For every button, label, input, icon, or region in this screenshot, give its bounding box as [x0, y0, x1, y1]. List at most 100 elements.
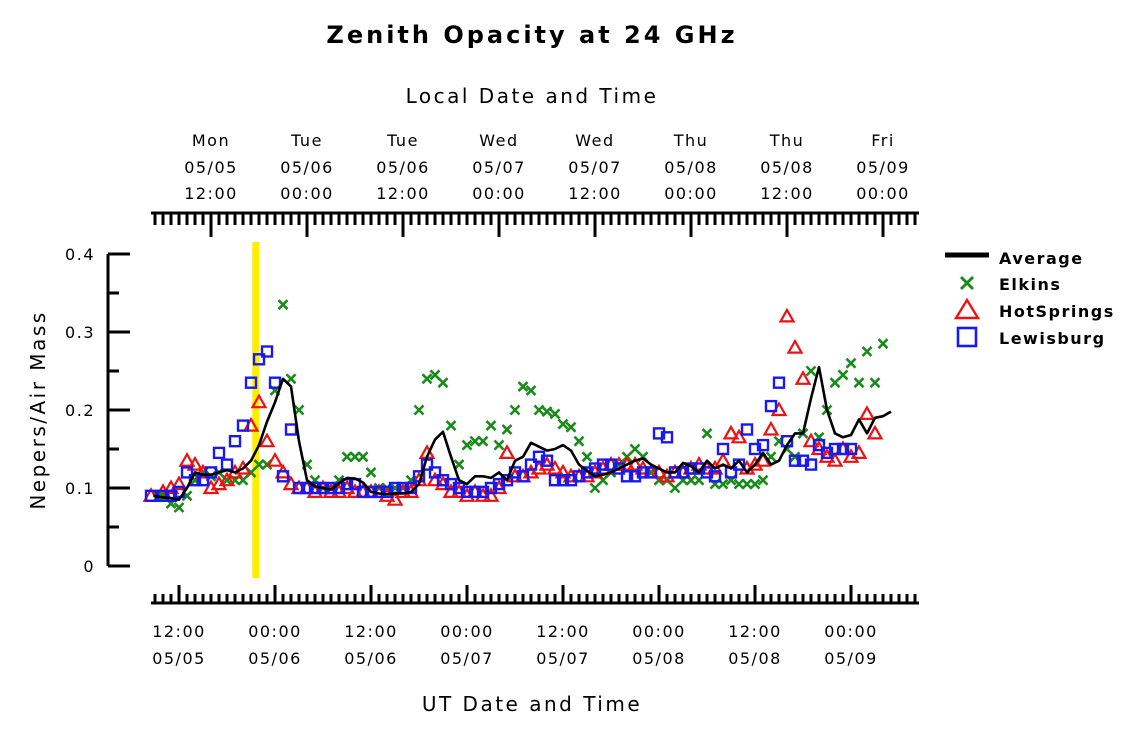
series-lewisburg [144, 345, 858, 502]
ut-tick-date: 05/08 [632, 649, 686, 668]
legend-label-elkins: Elkins [999, 275, 1061, 294]
ut-tick-date: 05/09 [824, 649, 878, 668]
hotsprings-point [266, 451, 284, 467]
lewisburg-point [556, 474, 570, 487]
average-line [153, 365, 892, 501]
elkins-point [413, 404, 425, 416]
lewisburg-point [844, 442, 858, 456]
lewisburg-point [228, 435, 242, 448]
local-tick-date: 05/08 [760, 158, 814, 177]
lewisburg-point [620, 470, 634, 483]
local-tick-time: 12:00 [760, 184, 814, 203]
y-axis-title: Nepers/Air Mass [26, 310, 50, 509]
hotsprings-point [826, 451, 844, 467]
hotsprings-point [234, 459, 252, 475]
lewisburg-point [548, 474, 562, 487]
hotsprings-point [186, 455, 204, 471]
ut-tick-time: 00:00 [824, 622, 878, 641]
elkins-point [253, 459, 265, 471]
hotsprings-point [866, 424, 884, 440]
hotsprings-point [258, 432, 276, 448]
elkins-point [805, 365, 817, 377]
elkins-point [485, 420, 497, 432]
hotsprings-point [386, 490, 404, 506]
lewisburg-point [524, 458, 538, 471]
elkins-point [173, 502, 185, 513]
data-layer [142, 299, 892, 513]
legend: Average Elkins HotSprings Lewisburg [945, 249, 1113, 348]
lewisburg-point [812, 438, 826, 452]
ut-tick-time: 12:00 [152, 622, 206, 641]
ut-tick-time: 12:00 [536, 622, 590, 641]
local-tick-time: 00:00 [856, 184, 910, 203]
elkins-point [853, 377, 865, 389]
elkins-point [829, 377, 841, 389]
local-tick-time: 12:00 [376, 184, 430, 203]
elkins-point [669, 482, 681, 494]
ut-tick-time: 12:00 [728, 622, 782, 641]
y-tick-label: 0.2 [65, 401, 95, 420]
lewisburg-point [540, 454, 554, 467]
elkins-point [573, 435, 585, 447]
local-tick-date: 05/08 [664, 158, 718, 177]
elkins-point [461, 439, 473, 451]
hotsprings-point [818, 448, 836, 463]
elkins-point [749, 478, 761, 490]
legend-label-average: Average [999, 249, 1084, 268]
elkins-point [357, 451, 369, 463]
hotsprings-point [722, 424, 740, 440]
lewisburg-point [772, 376, 786, 389]
elkins-point [509, 404, 521, 416]
ut-tick-date: 05/06 [344, 649, 398, 668]
hotsprings-point [850, 444, 868, 459]
ut-tick-date: 05/07 [440, 649, 494, 668]
hotsprings-point [218, 471, 236, 487]
elkins-point [629, 443, 641, 455]
legend-swatch-lewisburg [956, 326, 978, 348]
lewisburg-point [276, 470, 290, 483]
lewisburg-point [284, 423, 298, 436]
local-tick-time: 12:00 [568, 184, 622, 203]
highlight-layer [252, 242, 260, 578]
lewisburg-point [516, 470, 530, 483]
lewisburg-point [716, 442, 730, 456]
legend-label-lewisburg: Lewisburg [999, 329, 1106, 348]
elkins-point [429, 369, 441, 381]
hotsprings-point [170, 475, 188, 491]
local-tick-day: Tue [386, 131, 419, 150]
elkins-point [437, 377, 449, 389]
elkins-point [877, 338, 889, 350]
y-tick-label: 0.3 [65, 323, 95, 342]
hotsprings-point [546, 459, 564, 475]
local-tick-day: Thu [769, 131, 805, 150]
elkins-point [757, 474, 769, 486]
lewisburg-point [468, 485, 482, 499]
elkins-point [533, 404, 545, 416]
local-tick-date: 05/06 [280, 158, 334, 177]
local-tick-date: 05/06 [376, 158, 430, 177]
local-tick-day: Thu [673, 131, 709, 150]
lewisburg-point [252, 353, 266, 366]
elkins-point [501, 424, 513, 435]
hotsprings-point [786, 338, 804, 354]
local-tick-date: 05/07 [472, 158, 526, 177]
elkins-point [525, 385, 537, 396]
lewisburg-point [236, 419, 250, 432]
elkins-point [517, 381, 529, 393]
highlight-bar [252, 242, 260, 578]
ut-tick-time: 00:00 [248, 622, 302, 641]
local-tick-date: 05/07 [568, 158, 622, 177]
elkins-point [869, 377, 881, 389]
elkins-point [861, 346, 873, 357]
chart-title: Zenith Opacity at 24 GHz [326, 21, 737, 49]
lewisburg-point [836, 442, 850, 456]
lewisburg-point [660, 431, 674, 444]
hotsprings-point [762, 420, 780, 436]
bottom-axis-title: UT Date and Time [422, 692, 642, 716]
axes-layer: 0 0.1 0.2 0.3 0.4 12:00 05/05 00:00 05/06 12:00 05… [65, 131, 919, 668]
lewisburg-point [804, 458, 818, 471]
ut-tick-date: 05/05 [152, 649, 206, 668]
elkins-point [701, 427, 713, 439]
elkins-point [549, 408, 561, 420]
elkins-point [277, 299, 289, 311]
